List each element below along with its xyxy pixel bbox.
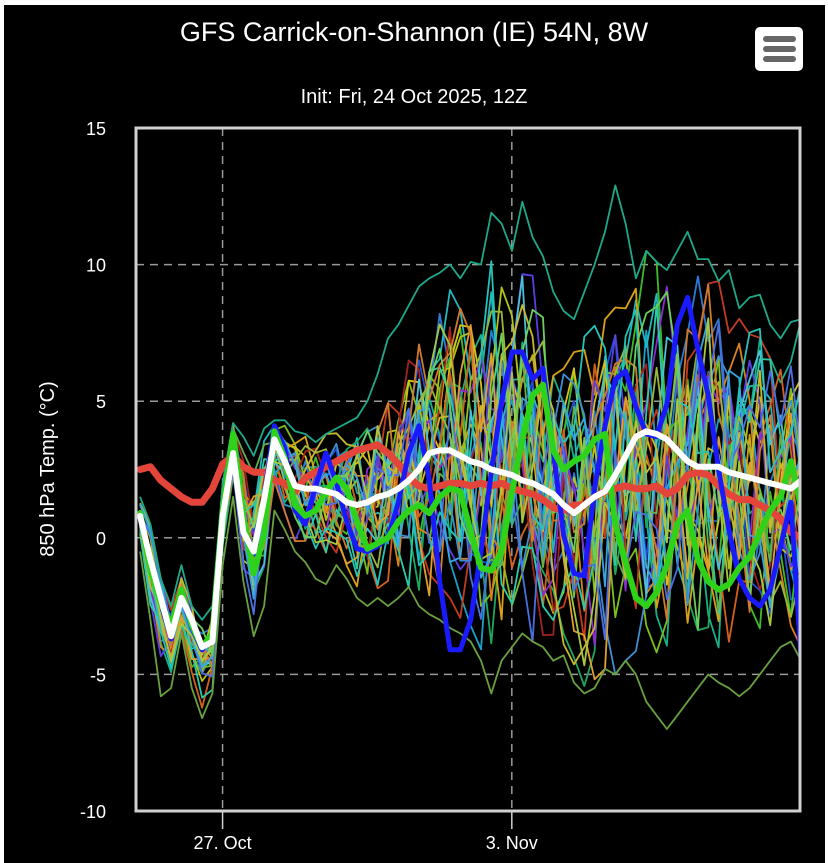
menu-button[interactable] <box>755 27 803 71</box>
ensemble-member-line <box>139 323 800 678</box>
ensemble-extreme-line <box>139 184 800 621</box>
ensemble-member-line <box>139 283 800 667</box>
y-tick-label: -5 <box>90 665 106 685</box>
ensemble-member-line <box>139 317 800 667</box>
series-line-ensemble-mean <box>137 428 800 651</box>
x-axis-ticks: 27. Oct 3. Nov <box>194 811 538 853</box>
y-tick-label: -10 <box>80 802 106 822</box>
y-tick-label: 0 <box>96 529 106 549</box>
plot-border <box>134 126 802 813</box>
series-line-climatology <box>136 441 800 542</box>
y-axis-ticks: -10 -5 0 5 10 15 <box>80 119 106 822</box>
ensemble-member-line <box>139 324 800 681</box>
chart-title: GFS Carrick-on-Shannon (IE) 54N, 8W <box>179 17 649 47</box>
y-tick-label: 15 <box>86 119 106 139</box>
ensemble-member-line <box>139 290 800 656</box>
ensemble-member-line <box>139 260 800 669</box>
x-tick-label: 27. Oct <box>194 833 252 853</box>
chart-subtitle: Init: Fri, 24 Oct 2025, 12Z <box>300 86 528 108</box>
ensemble-members <box>139 184 800 730</box>
highlight-series <box>136 294 800 663</box>
y-tick-label: 5 <box>96 392 106 412</box>
ensemble-extreme-line <box>139 495 800 730</box>
series-line-control-run <box>137 381 800 651</box>
x-tick-label: 3. Nov <box>486 833 538 853</box>
ensemble-member-line <box>139 303 800 699</box>
y-tick-label: 10 <box>86 256 106 276</box>
y-axis-title: 850 hPa Temp. (°C) <box>37 381 59 557</box>
ensemble-member-line <box>139 318 800 668</box>
